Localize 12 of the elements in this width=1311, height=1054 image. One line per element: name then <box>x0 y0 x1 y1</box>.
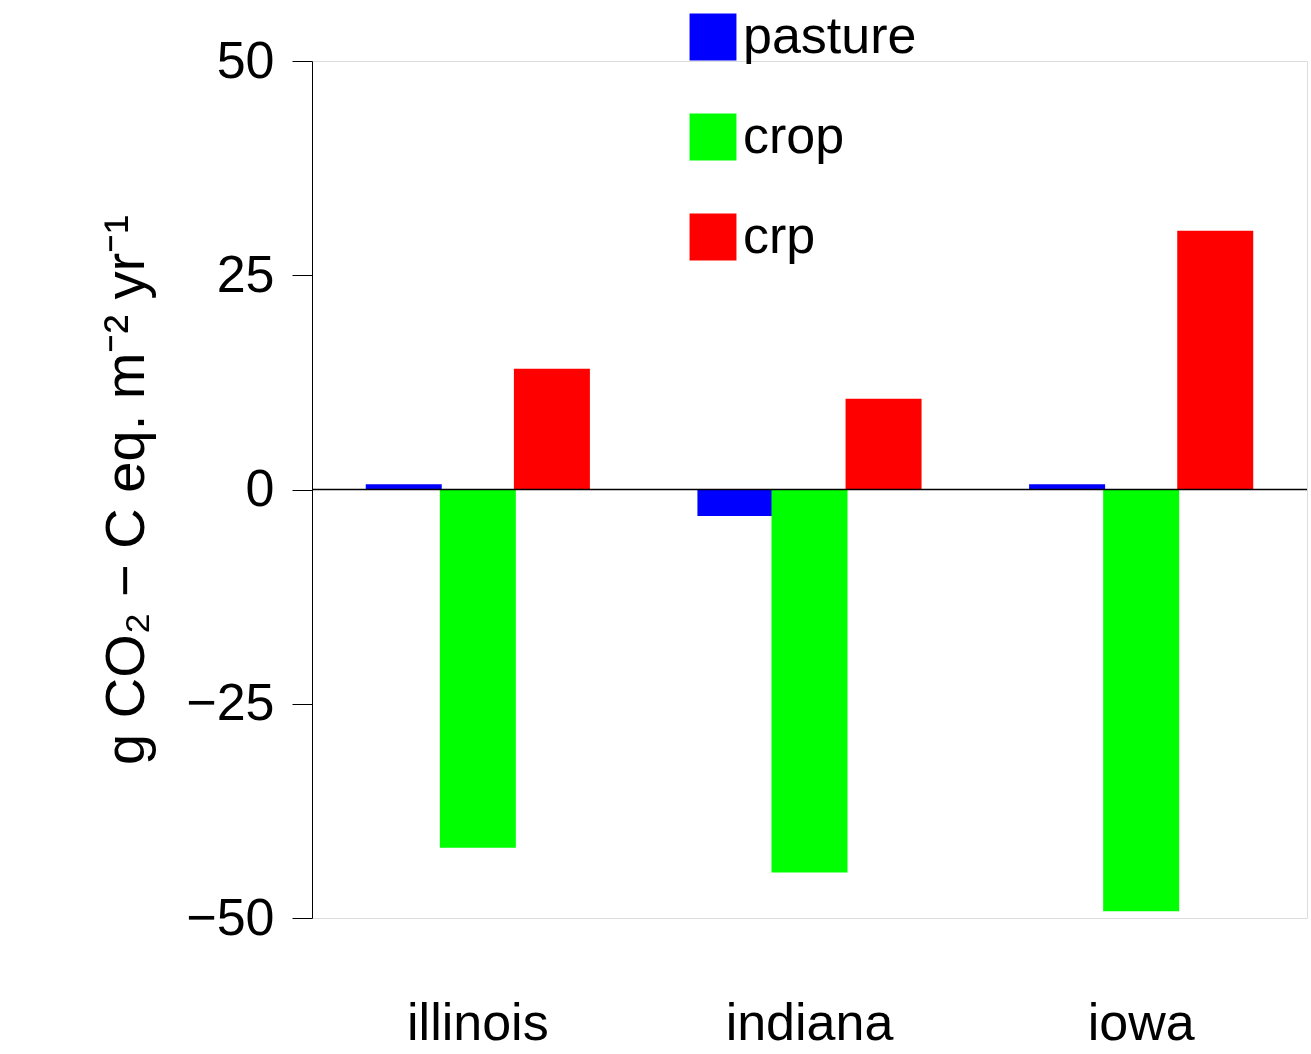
y-tick-label: 0 <box>245 459 275 517</box>
y-tick-label: −25 <box>186 673 275 732</box>
y-tick-label: 25 <box>216 244 275 303</box>
y-axis-title: g CO₂ − C eq. m⁻² yr⁻¹ <box>93 215 157 765</box>
legend-label: crp <box>743 206 816 264</box>
x-tick-label: iowa <box>1087 992 1195 1051</box>
x-tick-label: illinois <box>407 992 549 1051</box>
x-tick-label: indiana <box>725 992 894 1051</box>
legend-label: crop <box>743 106 845 164</box>
y-tick-label: 50 <box>216 30 275 89</box>
y-tick-label: −50 <box>186 887 275 946</box>
legend-label: pasture <box>743 6 917 64</box>
